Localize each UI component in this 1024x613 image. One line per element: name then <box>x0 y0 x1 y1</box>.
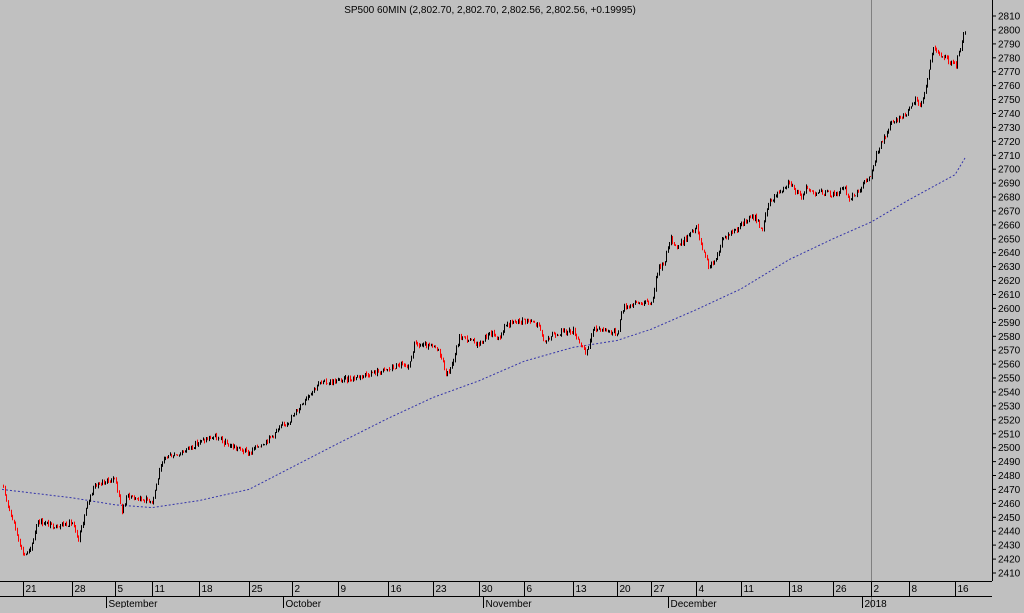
y-tick-label-31: 2720 <box>998 137 1021 148</box>
y-tick-label-22: 2630 <box>998 262 1021 273</box>
x-tick-label-3: 11 <box>155 584 166 595</box>
x-tick-label-14: 27 <box>654 584 666 595</box>
y-tick-label-19: 2600 <box>998 304 1021 315</box>
month-label-1: October <box>286 599 322 608</box>
x-tick-label-20: 8 <box>912 584 918 595</box>
x-tick-label-2: 5 <box>118 584 124 595</box>
y-tick-label-37: 2780 <box>998 53 1021 64</box>
x-tick-label-21: 16 <box>958 584 970 595</box>
y-tick-label-16: 2570 <box>998 346 1021 357</box>
y-tick-label-0: 2410 <box>998 569 1021 580</box>
y-tick-label-12: 2530 <box>998 401 1021 412</box>
x-tick-label-10: 30 <box>482 584 494 595</box>
y-tick-label-25: 2660 <box>998 220 1021 231</box>
chart-title: SP500 60MIN (2,802.70, 2,802.70, 2,802.5… <box>344 5 636 16</box>
y-tick-label-34: 2750 <box>998 95 1021 106</box>
y-tick-label-4: 2450 <box>998 513 1021 524</box>
x-tick-label-16: 11 <box>744 584 755 595</box>
x-tick-label-11: 6 <box>527 584 533 595</box>
x-tick-label-13: 20 <box>620 584 632 595</box>
y-tick-label-2: 2430 <box>998 541 1021 552</box>
y-tick-label-6: 2470 <box>998 485 1021 496</box>
month-label-4: 2018 <box>865 599 888 608</box>
y-tick-label-29: 2700 <box>998 165 1021 176</box>
y-tick-label-24: 2650 <box>998 234 1021 245</box>
y-tick-label-33: 2740 <box>998 109 1021 120</box>
y-tick-label-23: 2640 <box>998 248 1021 259</box>
y-tick-label-28: 2690 <box>998 179 1021 190</box>
x-tick-label-0: 21 <box>26 584 38 595</box>
y-tick-label-27: 2680 <box>998 193 1021 204</box>
y-tick-label-9: 2500 <box>998 443 1021 454</box>
x-tick-label-7: 9 <box>341 584 347 595</box>
y-tick-label-30: 2710 <box>998 151 1021 162</box>
y-tick-label-14: 2550 <box>998 374 1021 385</box>
month-label-3: December <box>671 599 718 608</box>
x-tick-label-4: 18 <box>202 584 214 595</box>
y-tick-label-11: 2520 <box>998 415 1021 426</box>
y-tick-label-17: 2580 <box>998 332 1021 343</box>
x-tick-label-9: 23 <box>436 584 448 595</box>
y-tick-label-21: 2620 <box>998 276 1021 287</box>
x-tick-label-12: 13 <box>576 584 588 595</box>
y-tick-label-8: 2490 <box>998 457 1021 468</box>
y-tick-label-20: 2610 <box>998 290 1021 301</box>
month-label-2: November <box>486 599 533 608</box>
x-tick-label-19: 2 <box>874 584 880 595</box>
y-tick-label-32: 2730 <box>998 123 1021 134</box>
y-tick-label-5: 2460 <box>998 499 1021 510</box>
x-tick-label-18: 26 <box>836 584 848 595</box>
y-tick-label-3: 2440 <box>998 527 1021 538</box>
x-tick-label-8: 16 <box>391 584 403 595</box>
y-tick-label-18: 2590 <box>998 318 1021 329</box>
x-tick-label-5: 25 <box>252 584 264 595</box>
x-tick-label-6: 2 <box>295 584 301 595</box>
y-tick-label-40: 2810 <box>998 12 1021 23</box>
x-tick-label-1: 28 <box>75 584 87 595</box>
y-tick-label-36: 2770 <box>998 67 1021 78</box>
y-tick-label-38: 2790 <box>998 39 1021 50</box>
y-tick-label-39: 2800 <box>998 25 1021 36</box>
x-tick-label-17: 18 <box>792 584 804 595</box>
moving-average-line <box>1 157 966 509</box>
y-tick-label-7: 2480 <box>998 471 1021 482</box>
y-tick-label-35: 2760 <box>998 81 1021 92</box>
y-tick-label-1: 2420 <box>998 555 1021 566</box>
y-tick-label-26: 2670 <box>998 206 1021 217</box>
y-tick-label-10: 2510 <box>998 429 1021 440</box>
y-tick-label-13: 2540 <box>998 388 1021 399</box>
month-label-0: September <box>109 599 159 608</box>
y-tick-label-15: 2560 <box>998 360 1021 371</box>
x-tick-label-15: 4 <box>699 584 705 595</box>
